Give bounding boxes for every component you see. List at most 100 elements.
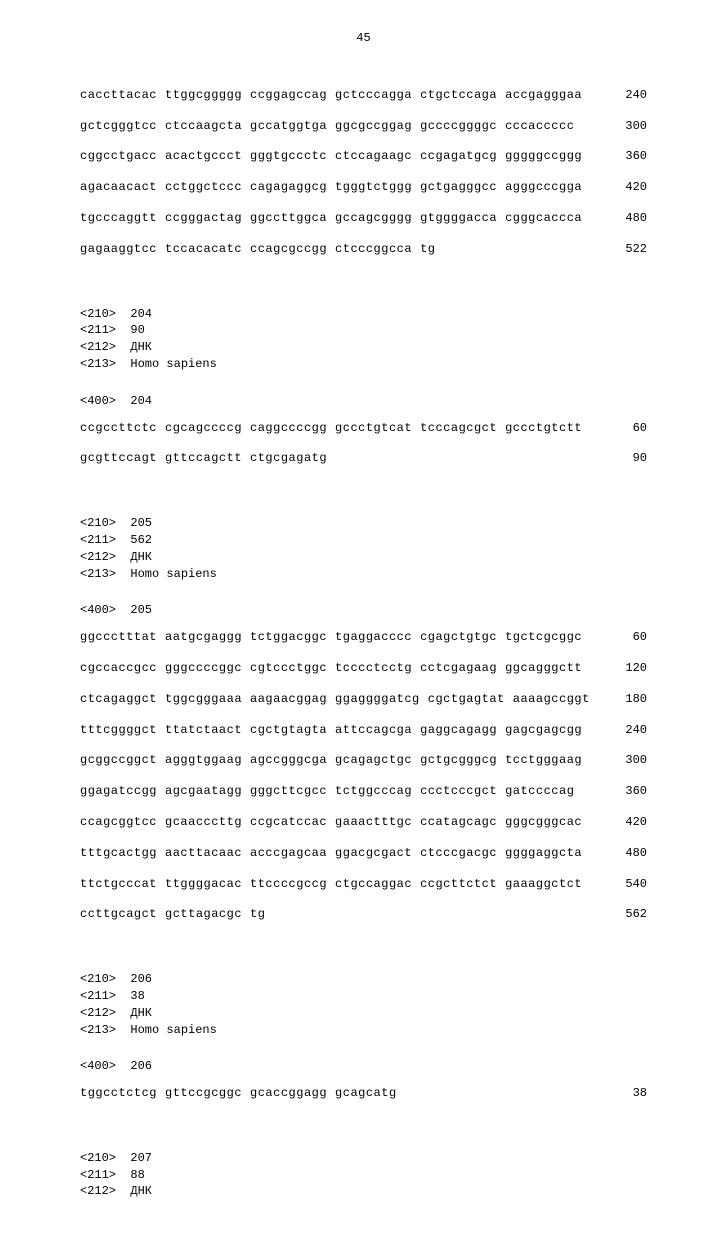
sequence-group: tcccagcgct [420, 420, 497, 437]
sequence-line: ttctgcccatttggggacacttccccgccgctgccaggac… [80, 876, 647, 893]
sequence-position: 360 [607, 783, 647, 800]
sequence-line: cggcctgaccacactgccctgggtgccctcctccagaagc… [80, 148, 647, 165]
sequence-group: gcaccggagg [250, 1085, 327, 1102]
sequence-groups: cgccaccgccgggccccggccgtccctggctcccctcctg… [80, 660, 582, 677]
sequence-group: ggcagggctt [505, 660, 582, 677]
sequence-group: gcggccggct [80, 752, 157, 769]
sequence-group: cctcgagaag [420, 660, 497, 677]
sequence-groups: tgcccaggttccgggactagggccttggcagccagcgggg… [80, 210, 582, 227]
sequence-position: 60 [607, 420, 647, 437]
sequence-header-line: <211> 90 [80, 322, 647, 339]
sequence-group: acccgagcaa [250, 845, 327, 862]
sequence-group: gggtgccctc [250, 148, 327, 165]
sequence-position: 90 [607, 450, 647, 467]
sequence-group: tgggtctggg [335, 179, 412, 196]
sequence-groups: agacaacactcctggctccccagagaggcgtgggtctggg… [80, 179, 582, 196]
sequence-group: gggggccggg [505, 148, 582, 165]
sequence-group: ctgccaggac [335, 876, 412, 893]
sequence-group: gaggcagagg [420, 722, 497, 739]
sequence-group: ctcccgacgc [420, 845, 497, 862]
sequence-header-line: <213> Homo sapiens [80, 566, 647, 583]
sequence-line: caccttacacttggcgggggccggagccaggctcccagga… [80, 87, 647, 104]
sequence-group: gagcgagcgg [505, 722, 582, 739]
sequence-groups: ccagcggtccgcaacccttgccgcatccacgaaactttgc… [80, 814, 582, 831]
sequence-group: gctgagggcc [420, 179, 497, 196]
sequence-header-line: <212> ДНК [80, 339, 647, 356]
sequence-groups: gcggccggctagggtggaagagccgggcgagcagagctgc… [80, 752, 582, 769]
sequence-group: cgctgtagta [250, 722, 327, 739]
sequence-group: gggcgggcac [505, 814, 582, 831]
section-gap [80, 937, 647, 951]
sequence-groups: ccgccttctccgcagccccgcaggccccgggccctgtcat… [80, 420, 582, 437]
sequence-group: gttccagctt [165, 450, 242, 467]
sequence-group: ctgcgagatg [250, 450, 327, 467]
sequence-group: ccgcatccac [250, 814, 327, 831]
sequence-position: 240 [607, 87, 647, 104]
sequence-group: ccggagccag [250, 87, 327, 104]
sequence-group: cagagaggcg [250, 179, 327, 196]
sequence-group: caccttacac [80, 87, 157, 104]
sequence-groups: gagaaggtcctccacacatcccagcgccggctcccggcca… [80, 241, 435, 258]
sequence-header-block: <210> 204<211> 90<212> ДНК<213> Homo sap… [80, 306, 647, 373]
sequence-group: ggaggggatcg [335, 691, 420, 708]
sequence-group: gaaactttgc [335, 814, 412, 831]
sequence-group: gctcccagga [335, 87, 412, 104]
sequence-group: gcagcatg [335, 1085, 397, 1102]
sequence-group: aaaagccggt [513, 691, 590, 708]
sequence-group: gccatggtga [250, 118, 327, 135]
sequence-group: agggcccgga [505, 179, 582, 196]
sequence-groups: tttcggggctttatctaactcgctgtagtaattccagcga… [80, 722, 582, 739]
sequence-group: ccttgcagct [80, 906, 157, 923]
sequence-group: ggagatccgg [80, 783, 157, 800]
sequence-line: ccagcggtccgcaacccttgccgcatccacgaaactttgc… [80, 814, 647, 831]
sequence-line: ggccctttataatgcgagggtctggacggctgaggacccc… [80, 629, 647, 646]
sequence-header-block: <400> 205 [80, 602, 647, 619]
sequence-position: 522 [607, 241, 647, 258]
sequence-groups: tggcctctcggttccgcggcgcaccggagggcagcatg [80, 1085, 397, 1102]
sequence-position: 120 [607, 660, 647, 677]
sequence-group: tg [250, 906, 265, 923]
sequence-header-line: <210> 206 [80, 971, 647, 988]
sequence-group: gcaacccttg [165, 814, 242, 831]
sequence-group: gcagagctgc [335, 752, 412, 769]
sequence-position: 240 [607, 722, 647, 739]
sequence-group: ctcccggcca [335, 241, 412, 258]
sequence-group: ttctgcccat [80, 876, 157, 893]
sequence-position: 60 [607, 629, 647, 646]
sequence-position: 38 [607, 1085, 647, 1102]
section-gap [80, 272, 647, 286]
sequence-header-line: <211> 38 [80, 988, 647, 1005]
sequence-group: tggcgggaaa [165, 691, 242, 708]
sequence-groups: ggccctttataatgcgagggtctggacggctgaggacccc… [80, 629, 582, 646]
sequence-groups: ggagatccggagcgaatagggggcttcgcctctggcccag… [80, 783, 574, 800]
sequence-group: gccctgtcat [335, 420, 412, 437]
sequence-position: 300 [607, 118, 647, 135]
sequence-header-line: <400> 206 [80, 1058, 647, 1075]
sequence-group: gagaaggtcc [80, 241, 157, 258]
sequence-header-block: <210> 205<211> 562<212> ДНК<213> Homo sa… [80, 515, 647, 582]
sequence-position: 180 [607, 691, 647, 708]
sequence-header-line: <212> ДНК [80, 1183, 647, 1200]
sequence-header-line: <211> 88 [80, 1167, 647, 1184]
sequence-group: gtggggacca [420, 210, 497, 227]
sequence-group: cgtccctggc [250, 660, 327, 677]
sequence-line: tggcctctcggttccgcggcgcaccggagggcagcatg38 [80, 1085, 647, 1102]
sequence-line: ctcagaggcttggcgggaaaaagaacggagggaggggatc… [80, 691, 647, 708]
sequence-group: acactgccct [165, 148, 242, 165]
sequence-group: attccagcga [335, 722, 412, 739]
sequence-header-line: <212> ДНК [80, 549, 647, 566]
content-area: caccttacacttggcgggggccggagccaggctcccagga… [80, 87, 647, 1200]
sequence-group: ccagcgccgg [250, 241, 327, 258]
sequence-group: tgcccaggtt [80, 210, 157, 227]
sequence-header-line: <210> 207 [80, 1150, 647, 1167]
sequence-position: 480 [607, 845, 647, 862]
sequence-groups: ccttgcagctgcttagacgctg [80, 906, 265, 923]
sequence-groups: ctcagaggcttggcgggaaaaagaacggagggaggggatc… [80, 691, 590, 708]
sequence-header-line: <213> Homo sapiens [80, 1022, 647, 1039]
sequence-position: 420 [607, 814, 647, 831]
sequence-group: tctggacggc [250, 629, 327, 646]
sequence-group: ggcgccggag [335, 118, 412, 135]
sequence-group: ccctcccgct [420, 783, 497, 800]
sequence-position: 540 [607, 876, 647, 893]
sequence-position: 300 [607, 752, 647, 769]
